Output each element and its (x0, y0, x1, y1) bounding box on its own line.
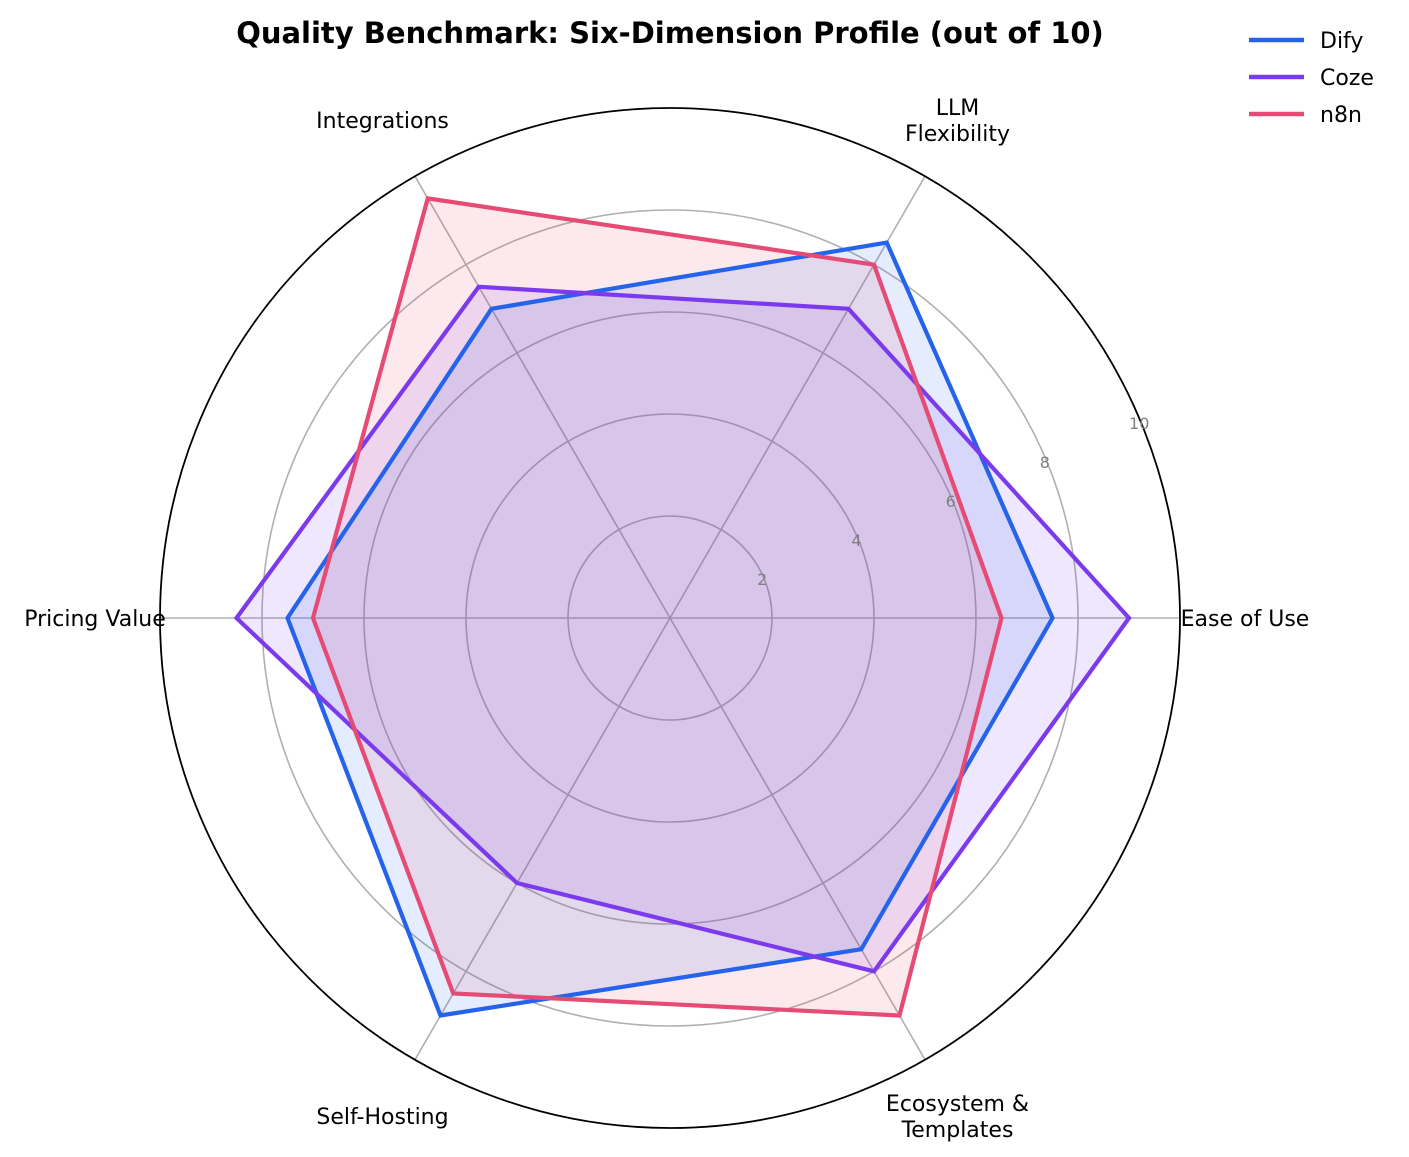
axis-label-3: Pricing Value (24, 607, 166, 632)
axis-label-1-line-0: LLM (936, 96, 980, 121)
radar-grid (159, 107, 1181, 1129)
radar-series (233, 196, 1132, 1018)
legend: Dify Coze n8n (1249, 29, 1374, 128)
tick-label-8: 8 (1040, 453, 1050, 472)
legend-label-dify: Dify (1320, 29, 1363, 54)
axis-label-5: Ecosystem & Templates (886, 1092, 1029, 1143)
axis-label-4: Self-Hosting (316, 1105, 448, 1130)
axis-label-2-line-0: Integrations (316, 109, 449, 134)
axis-label-2: Integrations (316, 109, 449, 134)
tick-label-10: 10 (1129, 414, 1149, 433)
tick-label-2: 2 (757, 570, 767, 589)
series-line-n8n (310, 196, 1004, 1018)
axis-label-4-line-0: Self-Hosting (316, 1105, 448, 1130)
axis-label-0: Ease of Use (1181, 607, 1310, 632)
outer-frame (159, 107, 1181, 1129)
tick-label-4: 4 (851, 531, 861, 550)
axis-label-5-line-1: Templates (901, 1118, 1014, 1143)
axis-label-0-line-0: Ease of Use (1181, 607, 1310, 632)
spoke-4 (414, 617, 671, 1061)
spoke-2 (414, 175, 671, 619)
axis-labels: Ease of Use LLM Flexibility Integrations Pri… (24, 96, 1309, 1143)
tick-label-6: 6 (946, 492, 956, 511)
series-line-dify (285, 240, 1055, 1018)
chart-title: Quality Benchmark: Six-Dimension Profile… (236, 16, 1104, 50)
series-fill-coze (236, 286, 1129, 972)
radial-tick-labels: 2 4 6 8 10 (757, 414, 1149, 589)
series-fill-dify (287, 242, 1053, 1016)
spoke-5 (669, 617, 926, 1061)
spoke-1 (669, 175, 926, 619)
axis-label-1: LLM Flexibility (905, 96, 1010, 147)
axis-label-3-line-0: Pricing Value (24, 607, 166, 632)
legend-label-n8n: n8n (1320, 103, 1362, 128)
axis-label-5-line-0: Ecosystem & (886, 1092, 1029, 1117)
axis-label-1-line-1: Flexibility (905, 122, 1010, 147)
series-fill-n8n (313, 198, 1002, 1016)
series-line-coze (233, 284, 1132, 974)
legend-label-coze: Coze (1320, 66, 1374, 91)
